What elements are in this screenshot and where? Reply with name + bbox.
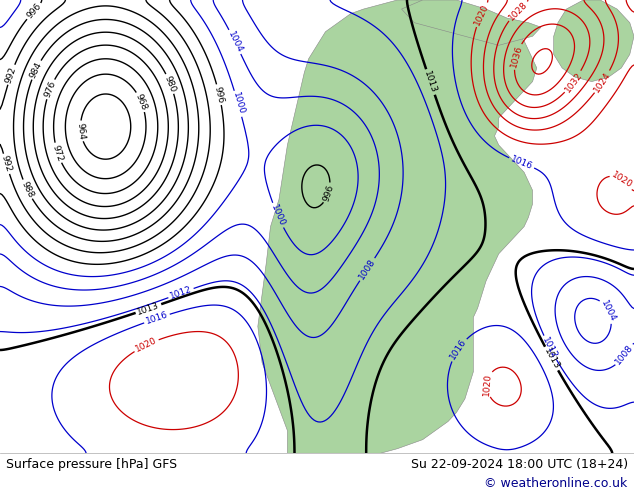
Text: 1012: 1012	[541, 336, 559, 360]
Polygon shape	[553, 0, 634, 82]
Text: 1020: 1020	[610, 171, 634, 190]
Text: 1000: 1000	[231, 92, 245, 116]
Text: 980: 980	[163, 74, 178, 94]
Text: 1013: 1013	[136, 300, 161, 317]
Text: 1004: 1004	[226, 29, 244, 54]
Text: 1008: 1008	[614, 343, 634, 367]
Text: 1004: 1004	[599, 298, 618, 323]
Text: 964: 964	[75, 122, 86, 140]
Text: 1036: 1036	[509, 44, 524, 69]
Polygon shape	[401, 0, 541, 46]
Text: 992: 992	[4, 65, 18, 84]
Text: 1016: 1016	[509, 154, 534, 171]
Text: 1028: 1028	[507, 0, 529, 22]
Text: 996: 996	[25, 1, 43, 21]
Text: 984: 984	[29, 60, 44, 79]
Text: 996: 996	[213, 85, 226, 104]
Text: 968: 968	[134, 92, 148, 112]
Text: 988: 988	[20, 180, 35, 199]
Text: 1008: 1008	[357, 257, 377, 281]
Text: 1020: 1020	[473, 2, 491, 27]
Text: Su 22-09-2024 18:00 UTC (18+24): Su 22-09-2024 18:00 UTC (18+24)	[411, 458, 628, 471]
Text: 1012: 1012	[169, 285, 193, 301]
Text: © weatheronline.co.uk: © weatheronline.co.uk	[484, 477, 628, 490]
Text: 1000: 1000	[269, 203, 287, 228]
Text: 1016: 1016	[448, 338, 469, 362]
Text: 992: 992	[0, 154, 13, 173]
Text: Surface pressure [hPa] GFS: Surface pressure [hPa] GFS	[6, 458, 178, 471]
Text: 1013: 1013	[542, 346, 561, 371]
Text: 1020: 1020	[134, 336, 158, 354]
Text: 1024: 1024	[592, 70, 612, 94]
Text: 976: 976	[43, 79, 58, 99]
Text: 972: 972	[51, 144, 65, 163]
Text: 996: 996	[321, 183, 335, 202]
Polygon shape	[258, 0, 537, 453]
Text: 1020: 1020	[482, 372, 493, 396]
Text: 1013: 1013	[422, 70, 438, 95]
Text: 1016: 1016	[145, 311, 169, 326]
Text: 1032: 1032	[563, 70, 584, 94]
